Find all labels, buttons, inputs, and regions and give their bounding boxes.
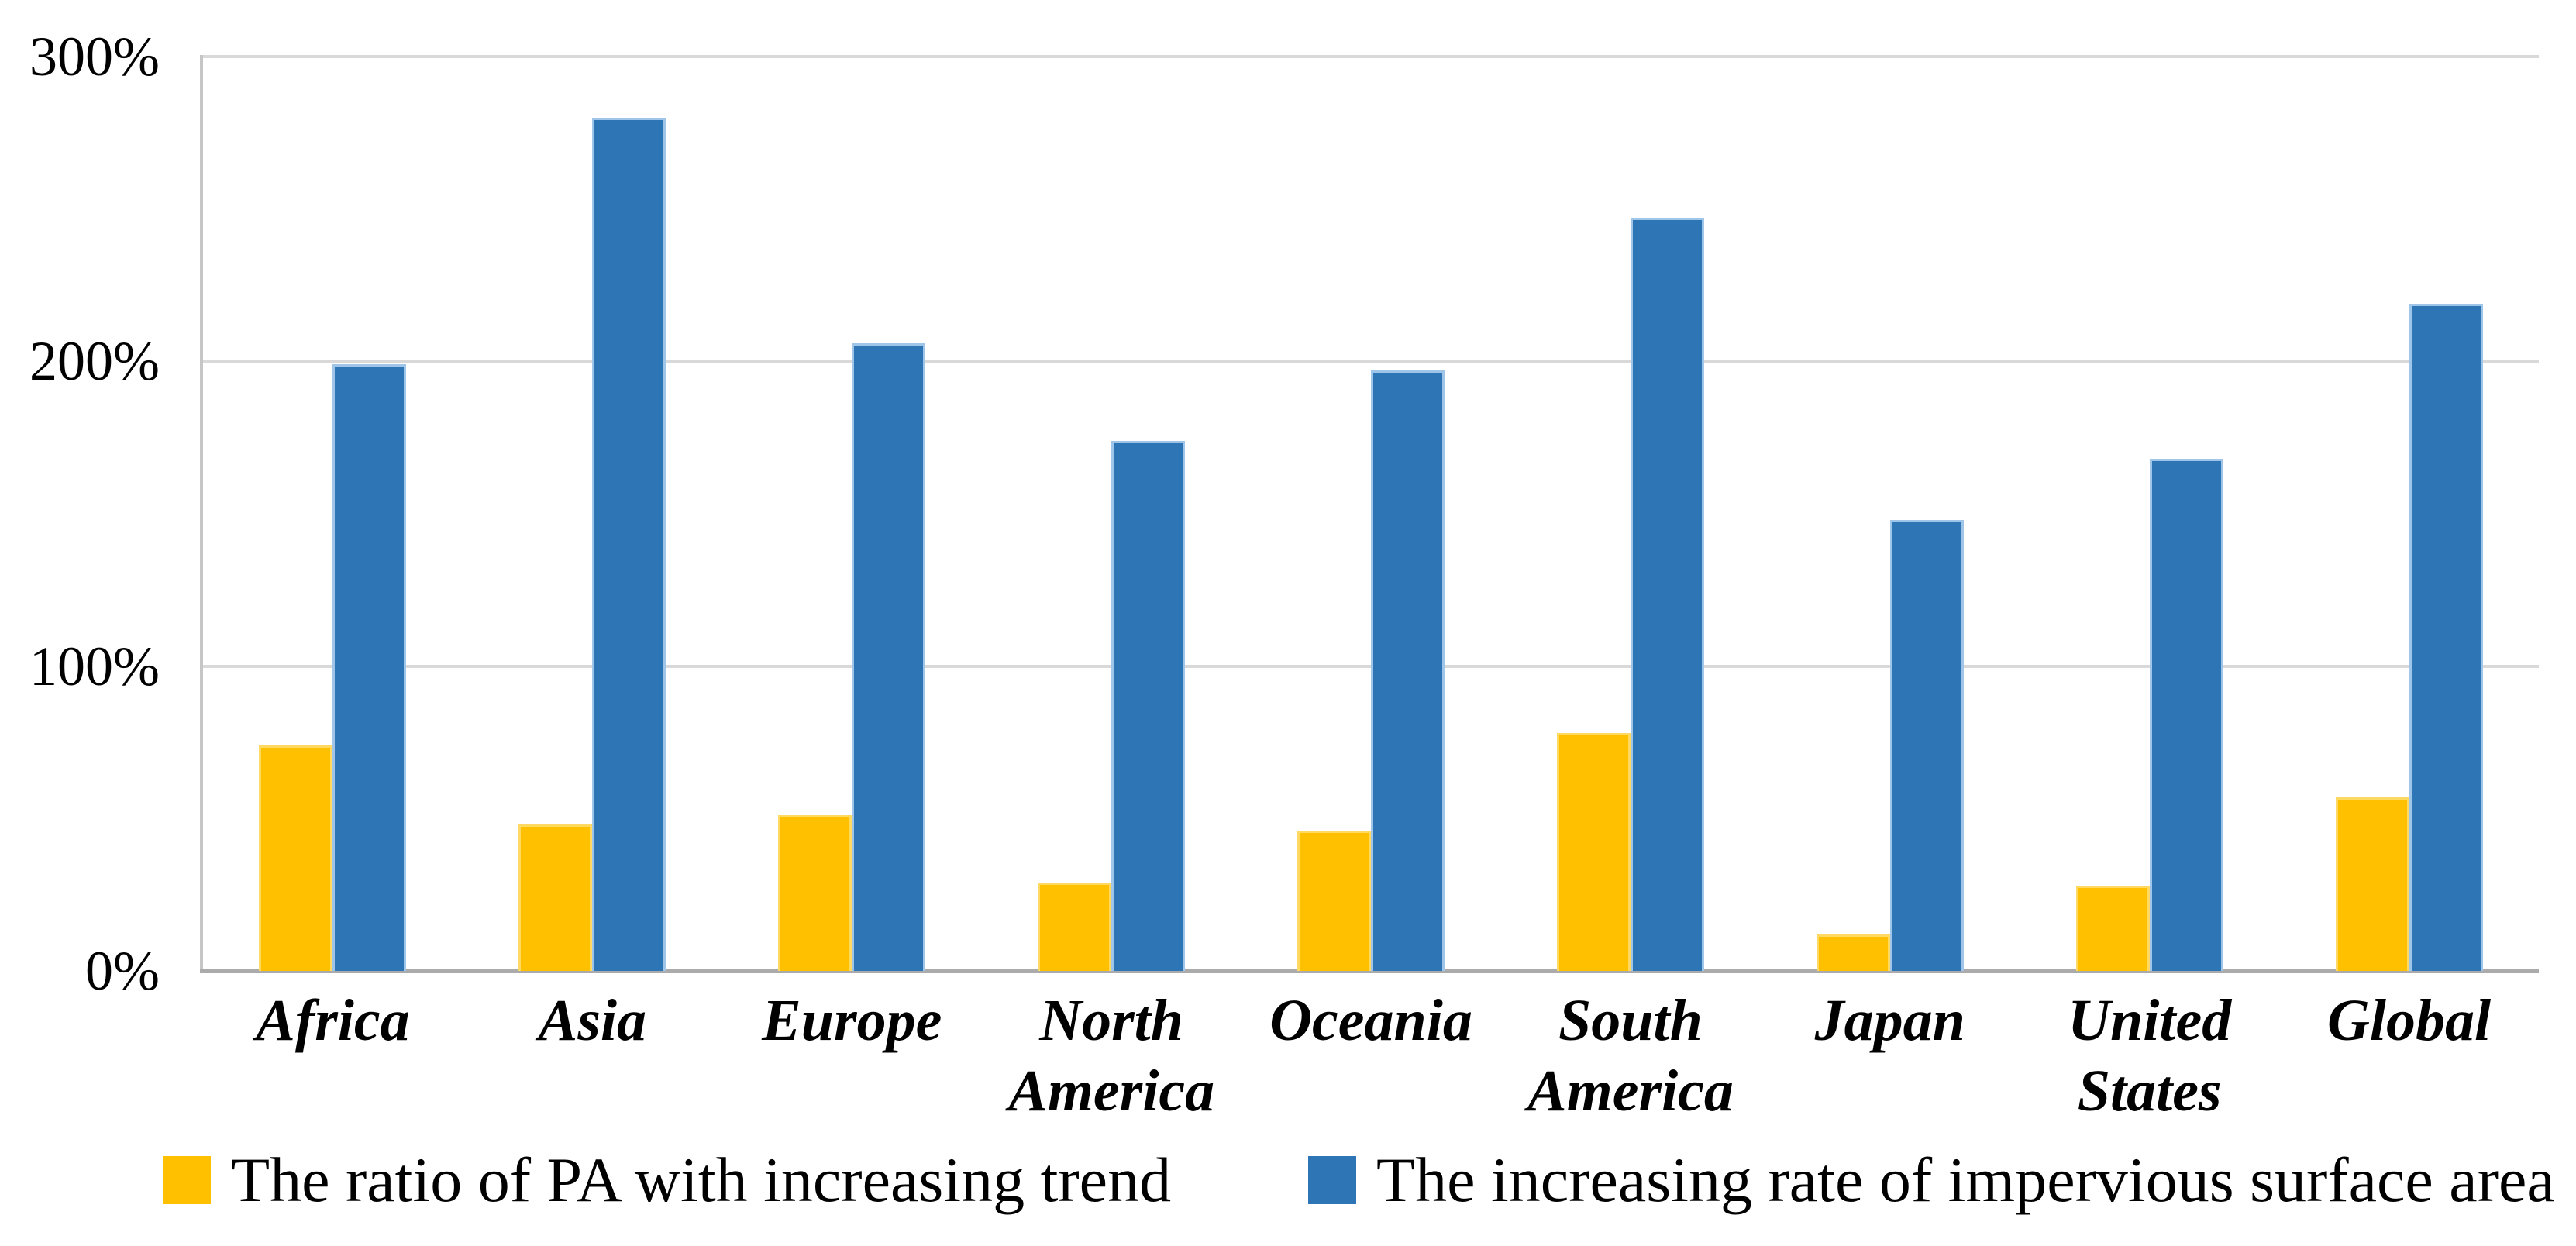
y-tick-200: 200% xyxy=(29,330,160,393)
bar-isa-north-america xyxy=(1111,440,1186,971)
category-label-asia: Asia xyxy=(538,988,647,1053)
category-label-united-states: United States xyxy=(2068,988,2232,1124)
bar-pa-south-america xyxy=(1556,733,1631,971)
bar-pa-oceania xyxy=(1297,831,1371,971)
bar-isa-japan xyxy=(1889,519,1964,971)
y-tick-100: 100% xyxy=(29,635,160,697)
bar-group-asia xyxy=(463,57,722,971)
bar-group-europe xyxy=(722,57,982,971)
category-label-oceania: Oceania xyxy=(1269,988,1472,1053)
plot-area xyxy=(200,55,2539,973)
y-axis-line xyxy=(200,55,203,971)
gridline-200 xyxy=(203,360,2539,363)
x-axis-line xyxy=(200,969,2539,973)
bar-pa-united-states xyxy=(2075,885,2150,971)
bar-group-japan xyxy=(1760,57,2020,971)
gridline-300 xyxy=(203,55,2539,58)
bar-group-south-america xyxy=(1500,57,1760,971)
bar-isa-europe xyxy=(852,342,926,971)
bar-pa-asia xyxy=(518,824,593,971)
legend-label-pa-ratio: The ratio of PA with increasing trend xyxy=(231,1144,1172,1215)
legend-label-impervious-rate: The increasing rate of impervious surfac… xyxy=(1376,1144,2555,1215)
category-label-global: Global xyxy=(2327,988,2492,1053)
x-axis-labels: Africa Asia Europe North America Oceania Sout… xyxy=(203,986,2539,1127)
legend-swatch-yellow xyxy=(163,1156,211,1204)
y-tick-300: 300% xyxy=(29,26,160,88)
legend-swatch-blue xyxy=(1308,1156,1356,1204)
bar-group-oceania xyxy=(1242,57,1501,971)
bar-pa-europe xyxy=(778,815,852,971)
bar-isa-south-america xyxy=(1630,218,1704,971)
bar-group-north-america xyxy=(982,57,1242,971)
bar-isa-oceania xyxy=(1371,370,1445,971)
bar-group-united-states xyxy=(2020,57,2279,971)
y-axis: 300% 200% 100% 0% xyxy=(0,29,160,999)
bar-groups xyxy=(203,57,2539,971)
bar-pa-north-america xyxy=(1038,882,1112,971)
legend-item-impervious-rate: The increasing rate of impervious surfac… xyxy=(1308,1148,2555,1212)
bar-pa-global xyxy=(2335,797,2409,971)
bar-isa-united-states xyxy=(2149,459,2223,971)
category-label-japan: Japan xyxy=(1814,988,1965,1053)
bar-pa-africa xyxy=(259,745,333,971)
bar-isa-africa xyxy=(332,364,407,971)
category-label-europe: Europe xyxy=(762,988,942,1053)
category-label-africa: Africa xyxy=(256,988,410,1053)
legend-item-pa-ratio: The ratio of PA with increasing trend xyxy=(163,1148,1171,1212)
bar-pa-japan xyxy=(1816,934,1890,971)
category-label-north-america: North America xyxy=(1008,988,1215,1124)
bar-isa-global xyxy=(2409,303,2483,971)
bar-group-global xyxy=(2279,57,2539,971)
bar-isa-asia xyxy=(592,117,666,971)
y-tick-0: 0% xyxy=(85,940,160,1002)
bar-group-africa xyxy=(203,57,463,971)
category-label-south-america: South America xyxy=(1527,988,1734,1124)
